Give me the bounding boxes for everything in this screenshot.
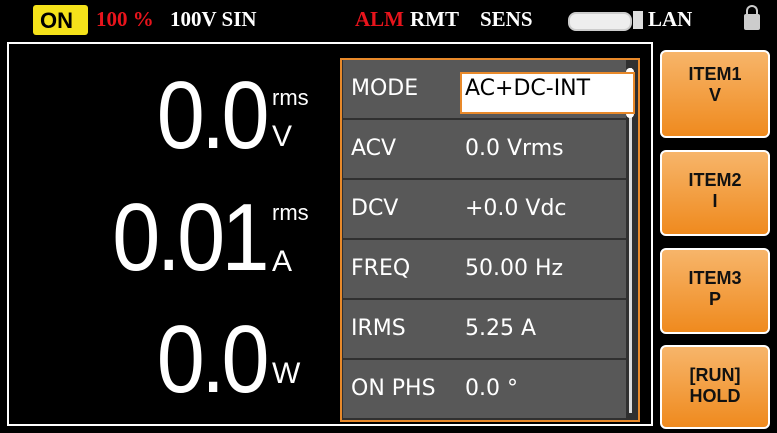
alarm: ALM [355,7,404,31]
setting-label: DCV [351,196,399,221]
current-qualifier: rms [272,200,309,225]
setting-label: MODE [351,76,419,101]
soft-key-line2: HOLD [689,386,741,406]
soft-key-line2: V [708,85,721,105]
current-reading: 0.01 [112,184,269,291]
soft-key-line2: I [712,191,718,211]
soft-key[interactable]: ITEM2 I [660,150,770,236]
setting-value: AC+DC-INT [465,76,591,101]
range: 100V SIN [170,7,257,31]
current-unit: A [272,245,293,278]
soft-key-line1: [RUN] [689,365,741,385]
setting-label: IRMS [351,316,406,341]
status-bar: ON 100 % 100V SIN ALM RMT SENS LAN [0,0,777,40]
setting-value: 0.0 ° [465,376,518,401]
remote: RMT [410,7,459,31]
setting-row[interactable]: ACV 0.0 Vrms [343,120,626,180]
usb-icon [568,12,632,31]
setting-label: ON PHS [351,376,436,401]
lock-shackle [746,5,758,17]
selected-field[interactable] [460,72,635,114]
setting-value: 50.00 Hz [465,256,564,281]
output-on-badge [33,5,88,35]
setting-row[interactable]: DCV +0.0 Vdc [343,180,626,240]
lock-icon [744,14,760,30]
soft-key[interactable]: ITEM1 V [660,50,770,138]
network: LAN [648,7,693,31]
setting-label: ACV [351,136,397,161]
soft-key-line1: ITEM3 [688,268,742,288]
soft-key[interactable]: [RUN] HOLD [660,345,770,429]
setting-value: 5.25 A [465,316,537,341]
setting-value: 0.0 Vrms [465,136,564,161]
scrollbar-track [629,68,632,413]
soft-key-line1: ITEM1 [688,64,742,84]
usb-plug [633,11,643,29]
power-unit: W [272,357,301,390]
voltage-reading: 0.0 [156,62,270,169]
sense: SENS [480,7,533,31]
soft-key-line2: P [708,289,721,309]
output-state: ON [40,8,73,33]
setting-row[interactable]: FREQ 50.00 Hz [343,240,626,300]
main-panel [7,42,653,426]
voltage-qualifier: rms [272,85,309,110]
soft-key[interactable]: ITEM3 P [660,248,770,334]
power-reading: 0.0 [156,306,270,413]
setting-row[interactable]: IRMS 5.25 A [343,300,626,360]
voltage-unit: V [272,120,293,153]
setting-row[interactable]: ON PHS 0.0 ° [343,360,626,420]
percent: 100 % [96,7,154,31]
soft-key-line1: ITEM2 [688,170,742,190]
setting-label: FREQ [351,256,411,281]
setting-value: +0.0 Vdc [465,196,567,221]
